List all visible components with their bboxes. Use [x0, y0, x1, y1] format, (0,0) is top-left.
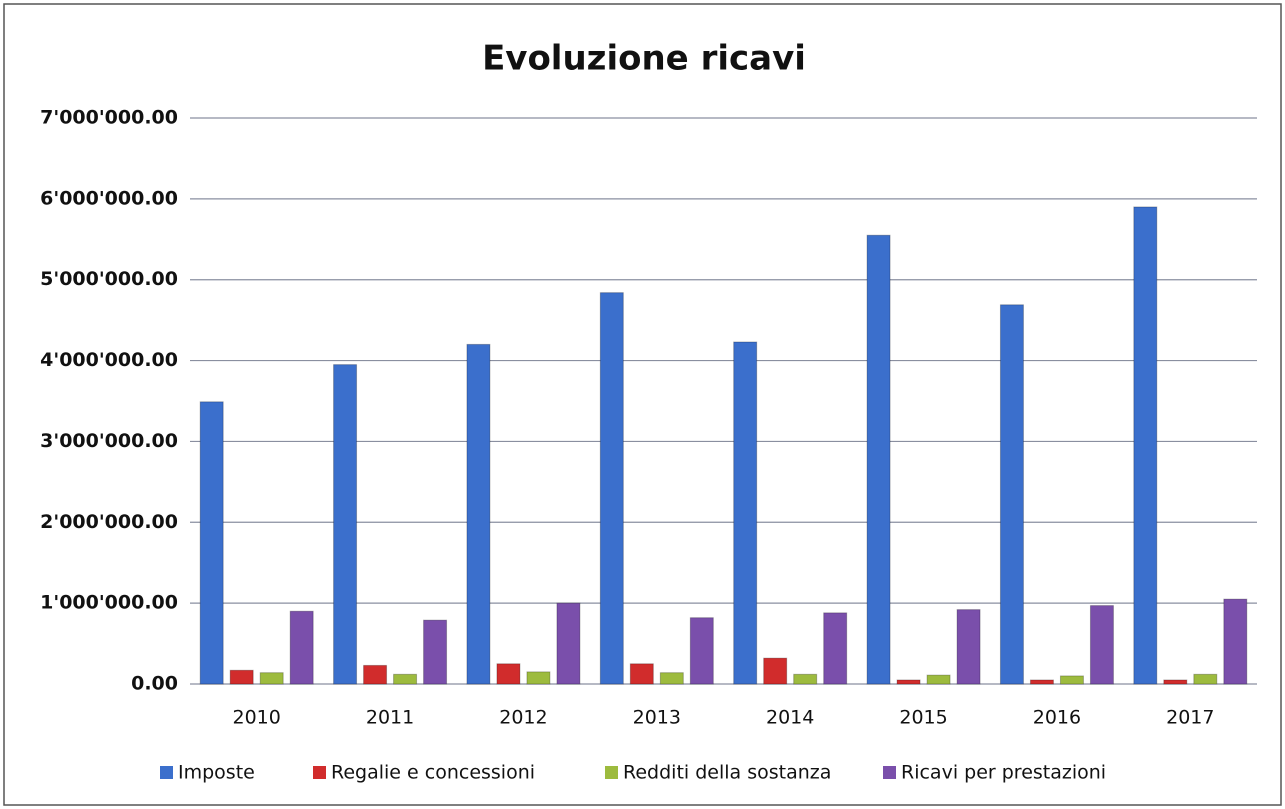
legend-label: Imposte — [178, 762, 255, 784]
bar — [333, 364, 358, 685]
bar — [526, 671, 551, 685]
x-tick-label: 2014 — [766, 707, 814, 729]
y-tick-label: 3'000'000.00 — [40, 430, 178, 452]
y-tick-label: 5'000'000.00 — [40, 268, 178, 290]
chart-title: Evoluzione ricavi — [482, 39, 806, 79]
x-tick-label: 2010 — [233, 707, 281, 729]
bar — [466, 343, 491, 685]
bar — [733, 341, 758, 685]
legend-swatch — [160, 766, 173, 779]
bar — [689, 617, 714, 685]
bar — [866, 234, 891, 685]
y-tick-label: 1'000'000.00 — [40, 592, 178, 614]
bar — [229, 669, 254, 685]
y-tick-label: 6'000'000.00 — [40, 187, 178, 209]
bar — [629, 663, 654, 685]
bar — [823, 612, 848, 685]
x-tick-label: 2012 — [499, 707, 547, 729]
legend-swatch — [883, 766, 896, 779]
bar — [926, 674, 951, 685]
bar — [1133, 206, 1158, 685]
legend-label: Redditi della sostanza — [623, 762, 831, 784]
y-tick-label: 2'000'000.00 — [40, 511, 178, 533]
bar — [763, 657, 788, 685]
bar — [259, 672, 284, 685]
bar — [1089, 605, 1114, 685]
x-tick-label: 2011 — [366, 707, 414, 729]
legend-label: Regalie e concessioni — [331, 762, 535, 784]
bar — [423, 619, 448, 685]
bar — [956, 609, 981, 685]
y-tick-label: 7'000'000.00 — [40, 107, 178, 129]
x-tick-label: 2013 — [633, 707, 681, 729]
legend-swatch — [313, 766, 326, 779]
bar — [199, 401, 224, 685]
y-tick-label: 0.00 — [131, 673, 178, 695]
legend-swatch — [605, 766, 618, 779]
x-tick-label: 2016 — [1033, 707, 1081, 729]
bar — [1223, 598, 1248, 685]
legend-label: Ricavi per prestazioni — [901, 762, 1106, 784]
bar — [1163, 679, 1188, 685]
bar — [599, 292, 624, 685]
chart-frame — [3, 3, 1282, 806]
y-tick-label: 4'000'000.00 — [40, 349, 178, 371]
x-tick-label: 2015 — [899, 707, 947, 729]
bar — [363, 664, 388, 685]
bar — [496, 663, 521, 685]
bar — [659, 672, 684, 685]
bar — [896, 679, 921, 685]
bar — [393, 673, 418, 685]
x-tick-label: 2017 — [1166, 707, 1214, 729]
bar — [1029, 679, 1054, 685]
bar — [1193, 673, 1218, 685]
bar — [289, 610, 314, 685]
bar — [556, 602, 581, 685]
bar — [999, 304, 1024, 685]
bar — [1059, 675, 1084, 685]
bar — [793, 673, 818, 685]
